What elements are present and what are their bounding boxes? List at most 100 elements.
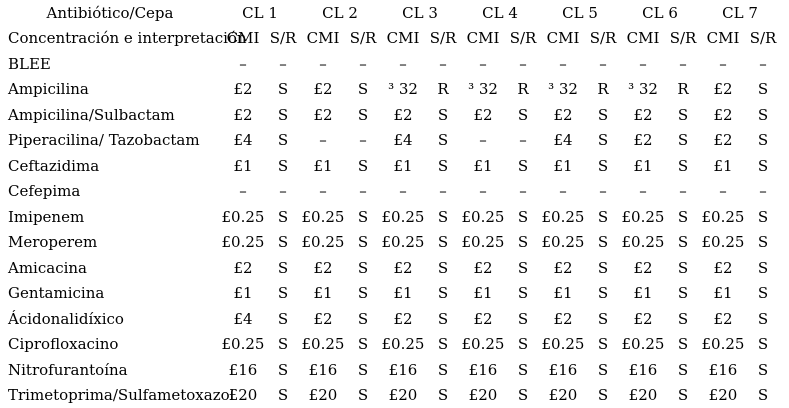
sr-value-cl6: S xyxy=(677,360,689,379)
cmi-value-cl5: £2 xyxy=(553,105,573,124)
sr-value-cl1: S xyxy=(277,131,289,150)
cmi-value-cl2: – xyxy=(319,182,327,201)
cmi-value-cl3: £16 xyxy=(388,360,418,379)
cmi-value-cl3: £0.25 xyxy=(381,335,425,354)
cmi-value-cl1: £0.25 xyxy=(221,335,265,354)
sr-value-cl5: S xyxy=(597,207,609,226)
cmi-value-cl7: £1 xyxy=(713,284,733,303)
cmi-value-cl6: £0.25 xyxy=(621,233,665,252)
cmi-value-cl7: – xyxy=(719,54,727,73)
sr-value-cl6: S xyxy=(677,309,689,328)
cmi-value-cl4: – xyxy=(479,182,487,201)
table-row: Cefepima – – – – – – – – – – – – – – xyxy=(0,179,780,205)
cmi-value-cl6: £2 xyxy=(633,131,653,150)
sr-value-cl3: S xyxy=(437,309,449,328)
sr-value-cl6: S xyxy=(677,105,689,124)
sr-value-cl2: S xyxy=(357,258,369,277)
cmi-value-cl5: – xyxy=(559,54,567,73)
cmi-value-cl1: £2 xyxy=(233,105,253,124)
sr-value-cl7: S xyxy=(757,233,769,252)
cmi-value-cl3: £1 xyxy=(393,284,413,303)
sr-value-cl4: R xyxy=(517,80,529,99)
sr-value-cl3: S xyxy=(437,386,449,405)
sr-value-cl4: – xyxy=(519,131,527,150)
sr-value-cl3: S xyxy=(437,131,449,150)
sr-value-cl4: S xyxy=(517,156,529,175)
cmi-value-cl6: £1 xyxy=(633,284,653,303)
cmi-value-cl5: – xyxy=(559,182,567,201)
cmi-value-cl2: £1 xyxy=(313,156,333,175)
cmi-value-cl7: £2 xyxy=(713,309,733,328)
cmi-value-cl5: £16 xyxy=(548,360,578,379)
cmi-value-cl2: £16 xyxy=(308,360,338,379)
cmi-value-cl2: £1 xyxy=(313,284,333,303)
sr-value-cl1: S xyxy=(277,258,289,277)
sr-value-cl1: – xyxy=(279,182,287,201)
cmi-value-cl6: ³ 32 xyxy=(628,80,658,99)
cmi-value-cl4: £2 xyxy=(473,309,493,328)
sr-value-cl1: S xyxy=(277,105,289,124)
cmi-value-cl6: £2 xyxy=(633,258,653,277)
strain-header-cl1: CL 1 xyxy=(242,3,278,22)
cmi-value-cl1: £20 xyxy=(228,386,258,405)
cmi-value-cl5: £1 xyxy=(553,284,573,303)
sr-value-cl1: S xyxy=(277,309,289,328)
cmi-value-cl5: £20 xyxy=(548,386,578,405)
sr-value-cl7: – xyxy=(759,54,767,73)
cmi-value-cl4: £2 xyxy=(473,258,493,277)
sr-value-cl3: S xyxy=(437,207,449,226)
cmi-value-cl1: £16 xyxy=(228,360,258,379)
cmi-value-cl2: – xyxy=(319,131,327,150)
cmi-value-cl1: – xyxy=(239,54,247,73)
cmi-value-cl4: – xyxy=(479,131,487,150)
cmi-value-cl1: £1 xyxy=(233,156,253,175)
cmi-value-cl5: ³ 32 xyxy=(548,80,578,99)
sr-value-cl4: – xyxy=(519,54,527,73)
cmi-value-cl4: £16 xyxy=(468,360,498,379)
sr-value-cl3: S xyxy=(437,258,449,277)
sr-value-cl1: S xyxy=(277,335,289,354)
sr-value-cl6: – xyxy=(679,182,687,201)
cmi-value-cl6: £20 xyxy=(628,386,658,405)
cmi-value-cl7: £2 xyxy=(713,80,733,99)
cmi-value-cl7: £16 xyxy=(708,360,738,379)
sr-value-cl5: S xyxy=(597,156,609,175)
sr-value-cl3: S xyxy=(437,335,449,354)
sr-value-cl5: S xyxy=(597,386,609,405)
cmi-value-cl2: £0.25 xyxy=(301,335,345,354)
sr-value-cl5: S xyxy=(597,284,609,303)
sr-value-cl1: S xyxy=(277,360,289,379)
sr-value-cl6: S xyxy=(677,233,689,252)
sr-value-cl3: – xyxy=(439,54,447,73)
cmi-header-cl2: CMI xyxy=(306,29,340,48)
sr-header-cl4: S/R xyxy=(509,29,537,48)
sr-value-cl7: S xyxy=(757,386,769,405)
antibiotic-name: BLEE xyxy=(8,54,51,73)
cmi-value-cl2: £20 xyxy=(308,386,338,405)
table-row: Ciprofloxacino £0.25 S £0.25 S £0.25 S £0.25 S £0… xyxy=(0,332,780,358)
sr-value-cl7: S xyxy=(757,309,769,328)
cmi-value-cl5: £1 xyxy=(553,156,573,175)
cmi-value-cl7: £1 xyxy=(713,156,733,175)
sr-value-cl6: S xyxy=(677,258,689,277)
sr-value-cl7: – xyxy=(759,182,767,201)
cmi-value-cl3: £2 xyxy=(393,105,413,124)
cmi-value-cl5: £0.25 xyxy=(541,335,585,354)
table-row: Nitrofurantoína £16 S £16 S £16 S £16 S £16 S £16 S £… xyxy=(0,357,780,383)
sr-value-cl7: S xyxy=(757,258,769,277)
cmi-value-cl2: £2 xyxy=(313,105,333,124)
sr-value-cl4: S xyxy=(517,335,529,354)
strain-header-cl5: CL 5 xyxy=(562,3,598,22)
sr-value-cl5: S xyxy=(597,335,609,354)
sr-value-cl1: S xyxy=(277,80,289,99)
cmi-value-cl5: £2 xyxy=(553,258,573,277)
sr-value-cl5: R xyxy=(597,80,609,99)
cmi-value-cl2: £0.25 xyxy=(301,233,345,252)
strain-header-cl7: CL 7 xyxy=(722,3,758,22)
sr-value-cl4: S xyxy=(517,258,529,277)
sr-value-cl7: S xyxy=(757,131,769,150)
cmi-value-cl7: £0.25 xyxy=(701,207,745,226)
table-row: Meroperem £0.25 S £0.25 S £0.25 S £0.25 S £0.25 S £… xyxy=(0,230,780,256)
sr-value-cl4: S xyxy=(517,309,529,328)
cmi-value-cl4: £2 xyxy=(473,105,493,124)
